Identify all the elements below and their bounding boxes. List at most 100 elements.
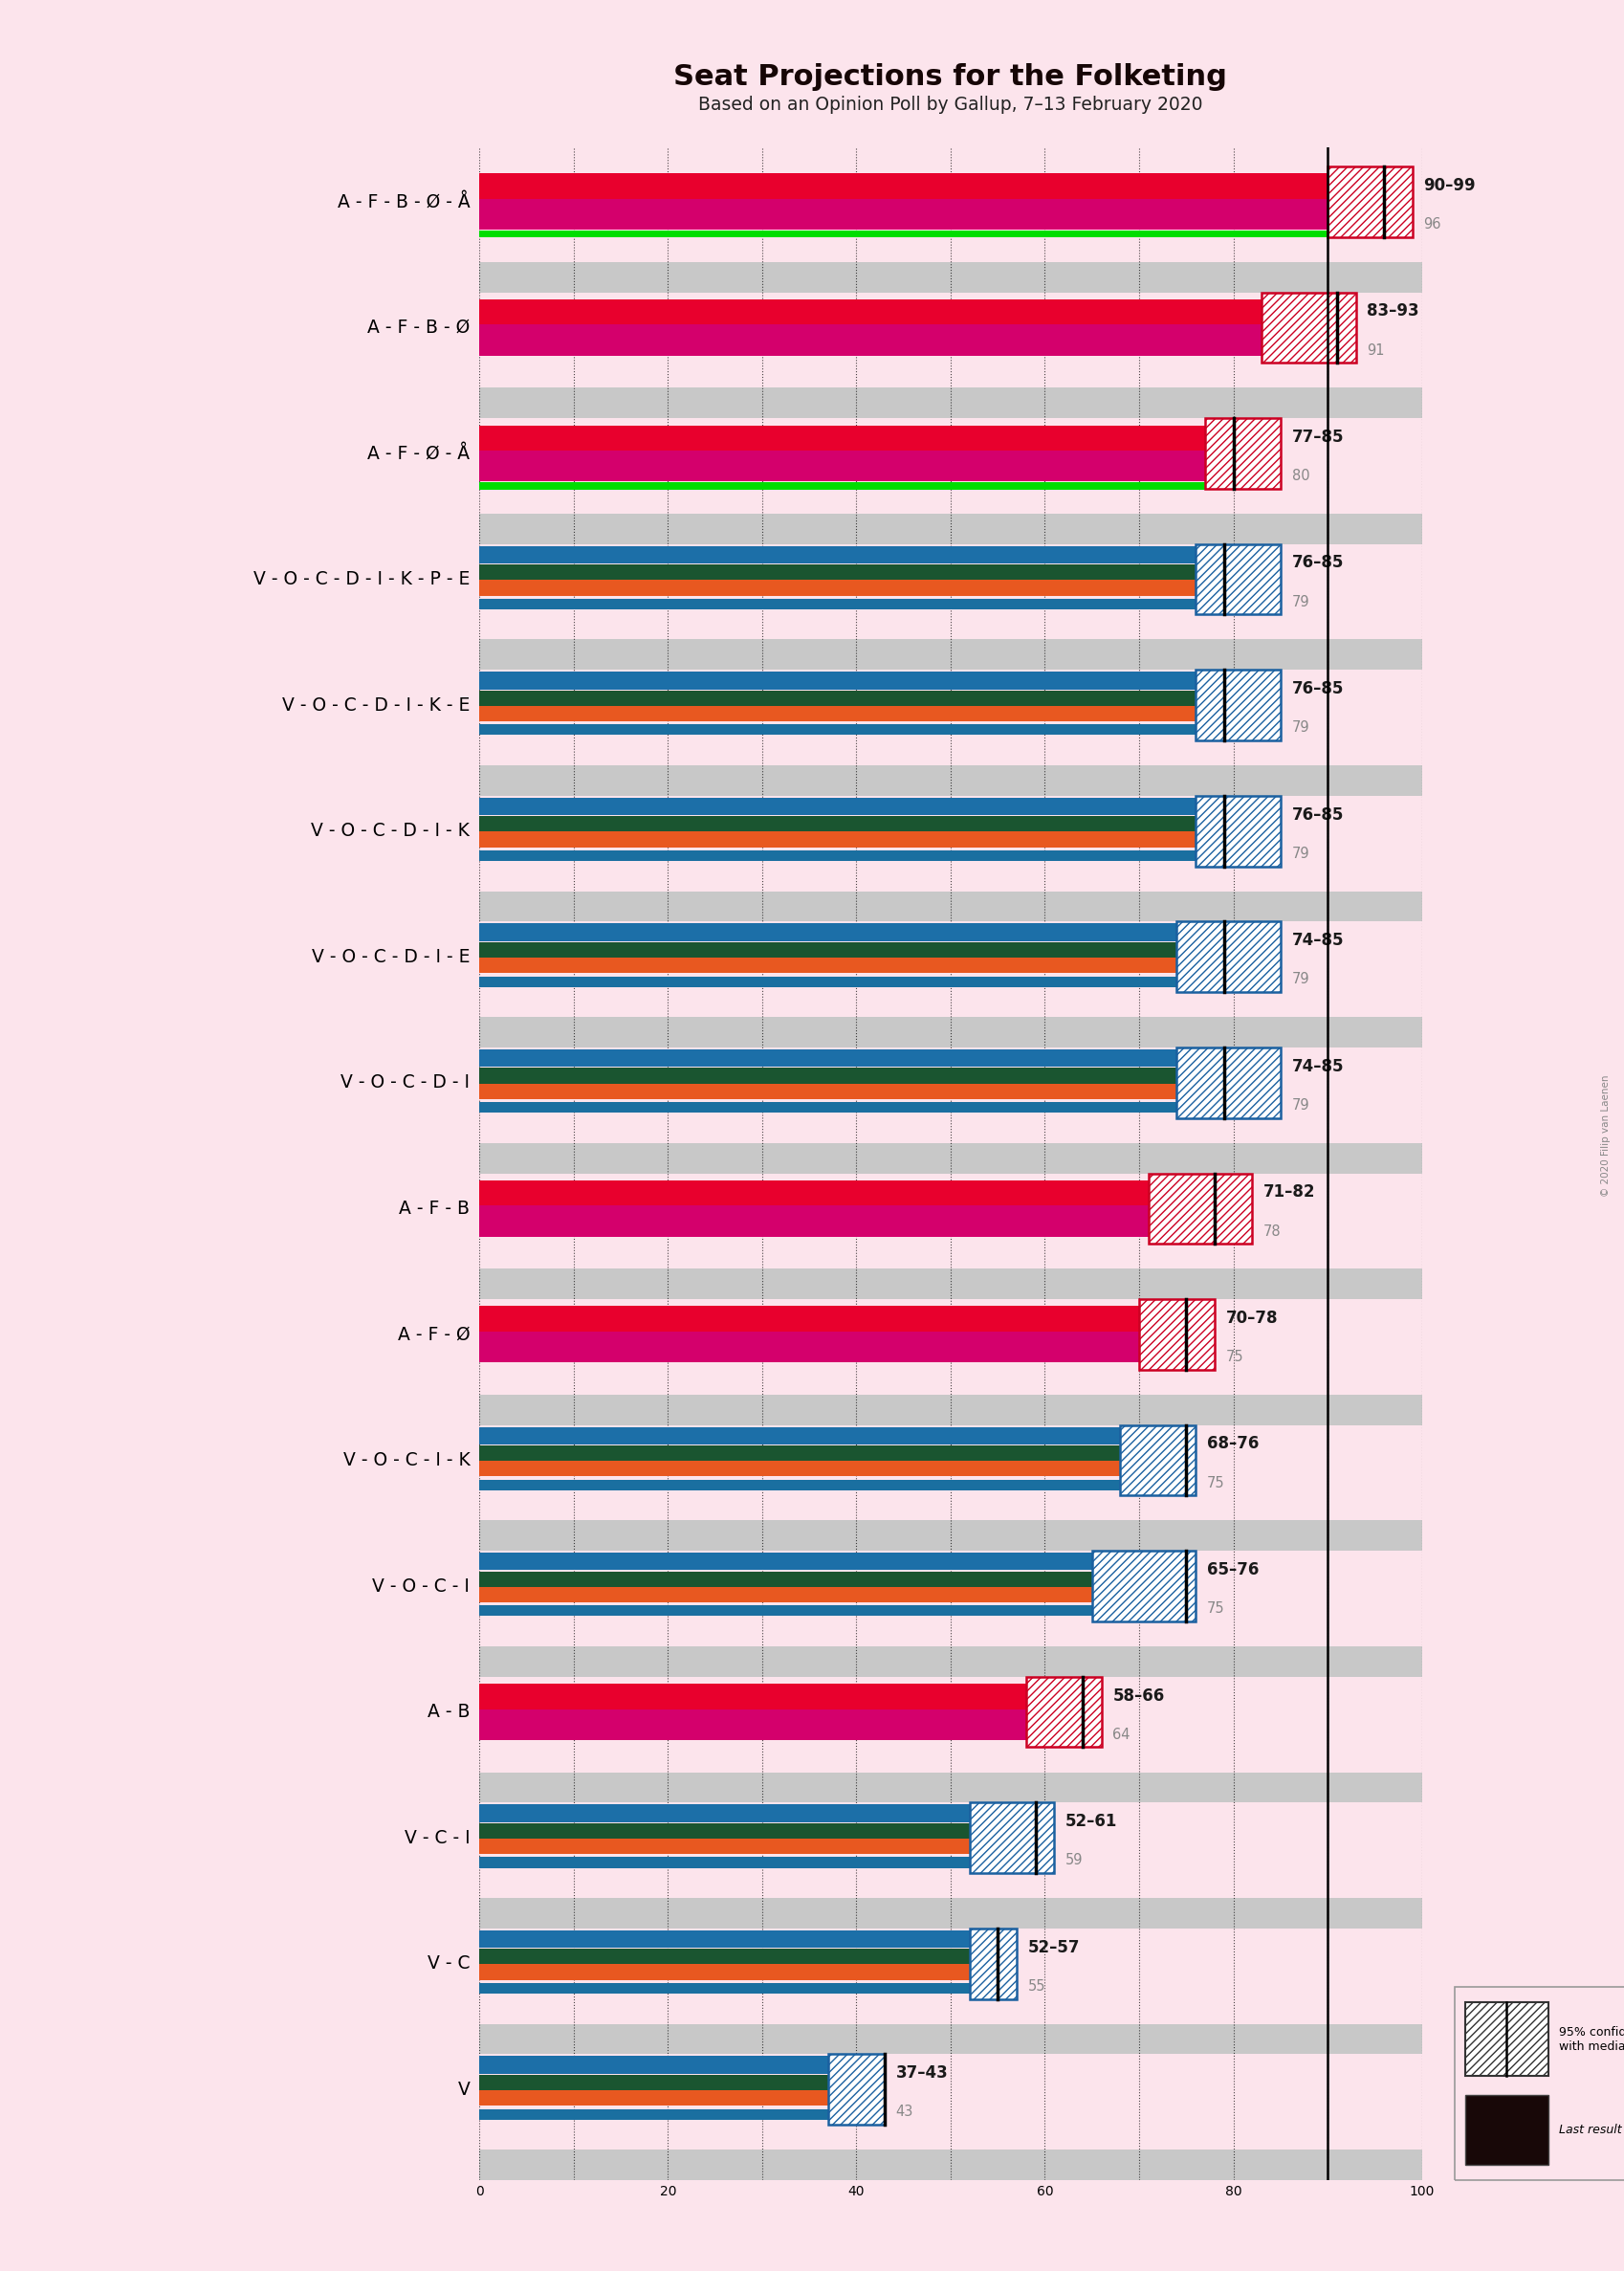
Text: 58–66: 58–66 <box>1112 1687 1164 1703</box>
Bar <box>479 1606 1195 1617</box>
Bar <box>479 1067 1280 1083</box>
Bar <box>479 958 1280 972</box>
Bar <box>479 1553 1195 1569</box>
Bar <box>1327 166 1411 236</box>
Text: 75: 75 <box>1224 1349 1242 1365</box>
Bar <box>479 1949 1017 1964</box>
Bar <box>479 600 1280 609</box>
Text: V - O - C - D - I - K - P - E: V - O - C - D - I - K - P - E <box>253 570 469 588</box>
Bar <box>479 690 1280 706</box>
Text: V - O - C - D - I: V - O - C - D - I <box>341 1074 469 1092</box>
Bar <box>970 1803 1054 1874</box>
Bar <box>479 615 1421 640</box>
Bar <box>1138 1299 1213 1369</box>
Bar <box>479 849 1280 861</box>
Bar <box>1195 795 1280 865</box>
Bar <box>479 992 1421 1017</box>
Bar <box>479 579 1280 595</box>
Bar <box>479 977 1280 988</box>
Bar <box>479 831 1280 847</box>
Bar <box>828 2055 883 2126</box>
Bar <box>479 1269 1421 1299</box>
Text: 79: 79 <box>1291 972 1309 986</box>
Text: 59: 59 <box>1065 1853 1083 1867</box>
Bar <box>479 1331 1213 1363</box>
Text: 65–76: 65–76 <box>1207 1560 1259 1578</box>
Bar <box>1176 922 1280 992</box>
Bar <box>479 1771 1421 1803</box>
Text: 79: 79 <box>1291 720 1309 736</box>
Bar <box>479 2110 883 2119</box>
Bar <box>970 1928 1017 1998</box>
Bar <box>479 1621 1421 1646</box>
Bar <box>479 1998 1421 2023</box>
Text: 55: 55 <box>1028 1978 1044 1994</box>
Bar <box>479 1572 1195 1587</box>
Bar <box>1119 1424 1195 1497</box>
Bar <box>479 1874 1421 1899</box>
Bar <box>479 1710 1101 1740</box>
Bar <box>479 1444 1195 1460</box>
Text: © 2020 Filip van Laenen: © 2020 Filip van Laenen <box>1600 1074 1609 1197</box>
Text: 79: 79 <box>1291 595 1309 609</box>
Bar <box>479 1117 1421 1142</box>
Bar <box>1205 418 1280 488</box>
Bar <box>479 1245 1421 1269</box>
Text: V - O - C - D - I - E: V - O - C - D - I - E <box>312 947 469 965</box>
Text: 68–76: 68–76 <box>1207 1435 1259 1453</box>
Bar <box>1176 1047 1280 1117</box>
Bar <box>479 865 1421 890</box>
Text: V - O - C - D - I - K: V - O - C - D - I - K <box>312 822 469 840</box>
Bar <box>479 1983 1017 1994</box>
Text: 96: 96 <box>1423 218 1440 232</box>
Text: 91: 91 <box>1366 343 1384 357</box>
Text: 75: 75 <box>1207 1476 1224 1490</box>
Bar <box>479 232 1411 238</box>
Text: A - B: A - B <box>427 1703 469 1721</box>
Text: 75: 75 <box>1207 1601 1224 1617</box>
Bar <box>479 1824 1054 1840</box>
Text: V - C: V - C <box>427 1955 469 1973</box>
Bar <box>1195 545 1280 615</box>
Text: 77–85: 77–85 <box>1291 429 1343 445</box>
Bar <box>479 1460 1195 1476</box>
Bar <box>479 1805 1054 1821</box>
Text: 64: 64 <box>1112 1728 1130 1742</box>
Bar <box>479 1426 1195 1444</box>
Bar <box>479 924 1280 940</box>
Text: 71–82: 71–82 <box>1263 1183 1315 1201</box>
Bar <box>1119 1424 1195 1497</box>
Text: 52–57: 52–57 <box>1028 1939 1080 1955</box>
Bar <box>479 1206 1252 1238</box>
Bar <box>479 1369 1421 1394</box>
Text: 78: 78 <box>1263 1224 1281 1238</box>
Text: 76–85: 76–85 <box>1291 806 1343 824</box>
Bar <box>479 450 1280 481</box>
Bar <box>479 672 1280 690</box>
Text: 79: 79 <box>1291 847 1309 861</box>
Text: A - F - B - Ø - Å: A - F - B - Ø - Å <box>338 193 469 211</box>
Bar <box>1091 1551 1195 1621</box>
Text: A - F - Ø: A - F - Ø <box>398 1326 469 1344</box>
Text: 74–85: 74–85 <box>1291 931 1343 949</box>
Bar <box>479 2076 883 2089</box>
Text: 83–93: 83–93 <box>1366 302 1419 320</box>
Bar <box>1195 670 1280 740</box>
Bar <box>1176 1047 1280 1117</box>
Bar <box>479 236 1421 261</box>
Text: 70–78: 70–78 <box>1224 1310 1276 1326</box>
Text: 52–61: 52–61 <box>1065 1812 1117 1830</box>
Bar <box>479 1394 1421 1424</box>
Bar <box>479 640 1421 670</box>
Bar <box>479 363 1421 388</box>
Bar <box>479 2151 1421 2180</box>
Bar <box>479 200 1411 229</box>
Bar <box>479 425 1280 456</box>
Bar <box>1025 1676 1101 1746</box>
Bar <box>1205 418 1280 488</box>
Bar <box>1176 922 1280 992</box>
Bar <box>479 1497 1421 1519</box>
Bar <box>479 797 1280 815</box>
Bar <box>1327 166 1411 236</box>
Bar <box>479 1181 1252 1210</box>
